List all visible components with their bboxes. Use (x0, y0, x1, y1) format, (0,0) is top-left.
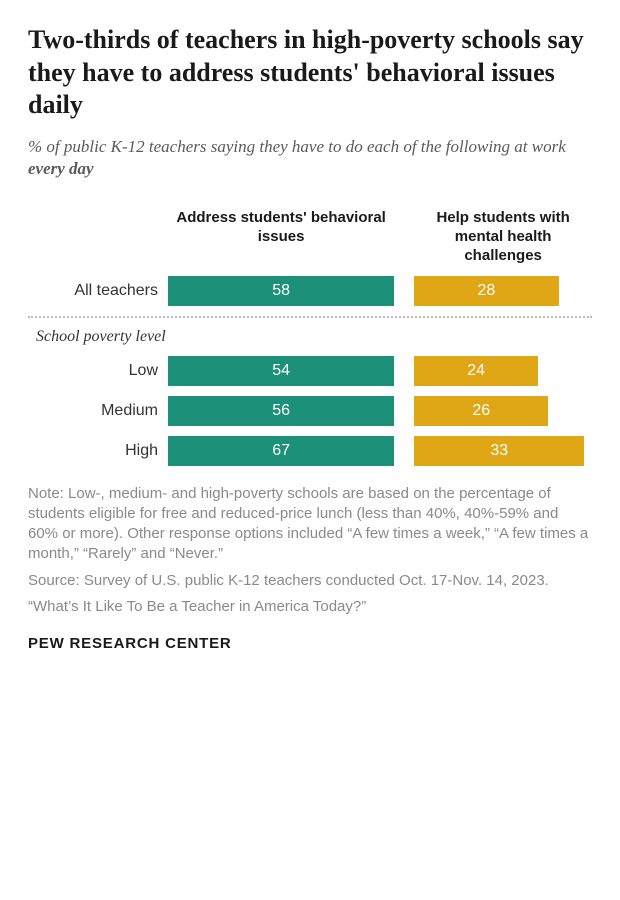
column-header-left: Address students' behavioral issues (168, 209, 394, 265)
bar-mentalhealth: 24 (414, 356, 538, 386)
row-medium: Medium 56 26 (28, 396, 592, 426)
row-high: High 67 33 (28, 436, 592, 466)
row-label: Medium (28, 402, 168, 420)
row-label: Low (28, 362, 168, 380)
row-low: Low 54 24 (28, 356, 592, 386)
bar-mentalhealth: 26 (414, 396, 548, 426)
row-all-teachers: All teachers 58 28 (28, 276, 592, 306)
column-header-right: Help students with mental health challen… (414, 209, 592, 265)
brand-text: PEW RESEARCH CENTER (28, 635, 592, 652)
bar-behavioral: 54 (168, 356, 394, 386)
bar-mentalhealth: 28 (414, 276, 558, 306)
subtitle-emphasis: every day (28, 159, 94, 178)
chart-title: Two-thirds of teachers in high-poverty s… (28, 24, 592, 122)
bar-behavioral: 56 (168, 396, 394, 426)
row-label: High (28, 442, 168, 460)
subtitle-text: % of public K-12 teachers saying they ha… (28, 137, 566, 156)
bar-behavioral: 58 (168, 276, 394, 306)
bar-mentalhealth: 33 (414, 436, 584, 466)
note-text: Note: Low-, medium- and high-poverty sch… (28, 484, 592, 565)
divider (28, 316, 592, 318)
group-label: School poverty level (36, 328, 592, 346)
bar-behavioral: 67 (168, 436, 394, 466)
reference-text: “What’s It Like To Be a Teacher in Ameri… (28, 597, 592, 617)
source-text: Source: Survey of U.S. public K-12 teach… (28, 571, 592, 591)
chart-area: Address students' behavioral issues Help… (28, 209, 592, 465)
column-headers: Address students' behavioral issues Help… (28, 209, 592, 265)
row-label: All teachers (28, 282, 168, 300)
chart-subtitle: % of public K-12 teachers saying they ha… (28, 136, 592, 182)
